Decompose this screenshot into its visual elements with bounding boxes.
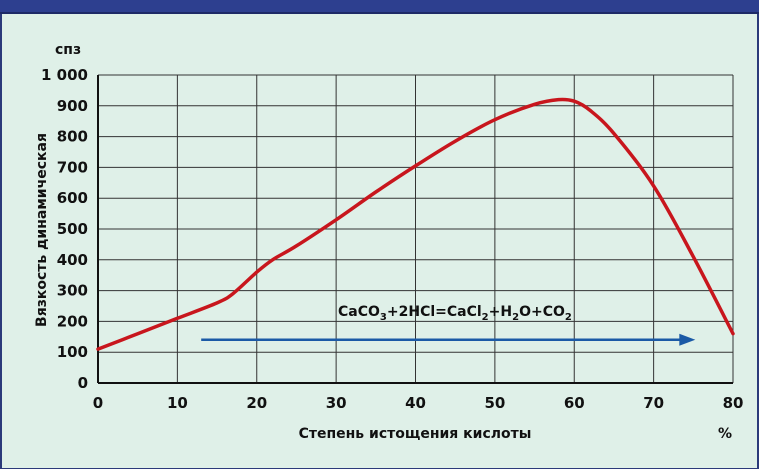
formula-part: +2HCl=CaCl [387, 304, 482, 320]
series-line-viscosity [96, 97, 735, 351]
y-tick-label-300: 300 [57, 282, 88, 300]
x-tick-label-50: 50 [484, 394, 505, 412]
axes [97, 75, 733, 384]
x-tick-label-0: 0 [93, 394, 103, 412]
y-tick-label-1000: 1 000 [41, 66, 88, 84]
reaction-arrow-head [679, 333, 696, 346]
y-unit-label: спз [55, 42, 81, 58]
x-axis-label: Степень истощения кислоты [299, 426, 532, 442]
reaction-equation: CaCO3+2HCl=CaCl2+H2O+CO2 [338, 304, 572, 323]
y-tick-label-900: 900 [57, 97, 88, 115]
x-tick-label-80: 80 [723, 394, 744, 412]
subscript: 2 [512, 312, 519, 323]
subscript: 3 [380, 312, 387, 323]
x-tick-label-70: 70 [643, 394, 664, 412]
formula-part: +H [489, 304, 512, 320]
y-tick-label-800: 800 [57, 128, 88, 146]
top-header-bar [0, 0, 759, 14]
y-tick-label-700: 700 [57, 158, 88, 176]
x-unit-label: % [718, 426, 732, 442]
x-tick-label-30: 30 [326, 394, 347, 412]
subscript: 2 [565, 312, 572, 323]
x-tick-label-20: 20 [246, 394, 267, 412]
grid [97, 74, 734, 384]
formula-part: O+CO [519, 304, 565, 320]
y-tick-label-0: 0 [78, 374, 88, 392]
x-tick-label-60: 60 [564, 394, 585, 412]
formula-part: CaCO [338, 304, 380, 320]
y-tick-label-600: 600 [57, 189, 88, 207]
y-tick-label-400: 400 [57, 251, 88, 269]
y-tick-label-500: 500 [57, 220, 88, 238]
x-tick-labels: 0 10 20 30 40 50 60 70 80 [93, 394, 744, 412]
y-tick-label-100: 100 [57, 343, 88, 361]
x-tick-label-10: 10 [167, 394, 188, 412]
subscript: 2 [482, 312, 489, 323]
y-axis-label: Вязкость динамическая [34, 133, 50, 327]
y-tick-labels: 0 100 200 300 400 500 600 700 800 900 1 000 [41, 66, 88, 392]
x-tick-label-40: 40 [405, 394, 426, 412]
y-tick-label-200: 200 [57, 312, 88, 330]
